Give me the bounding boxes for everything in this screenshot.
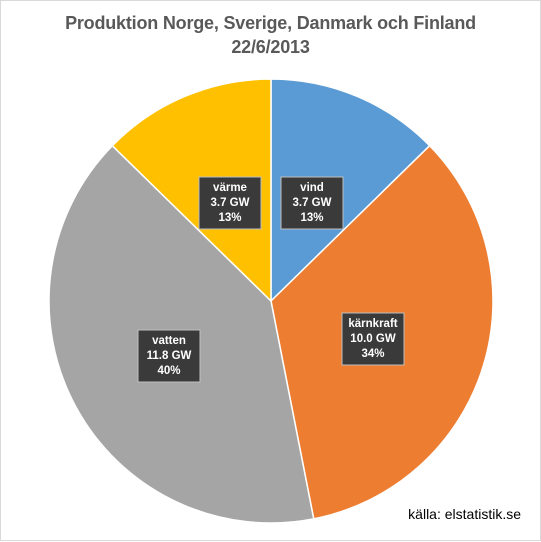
slice-value-label: 3.7 GW bbox=[211, 197, 250, 209]
data-label-box bbox=[341, 312, 405, 366]
pie-slice-vind bbox=[270, 78, 431, 303]
chart-title-line-1: Produktion Norge, Sverige, Danmark och F… bbox=[65, 13, 476, 33]
data-label-vatten: vatten 11.8 GW 40% bbox=[137, 329, 201, 383]
data-label-vind: vind 3.7 GW 13% bbox=[280, 176, 344, 230]
data-label-box bbox=[137, 329, 201, 383]
data-label-box bbox=[280, 176, 344, 230]
chart-title-line-2: 22/6/2013 bbox=[231, 37, 310, 57]
data-label-kärnkraft: kärnkraft 10.0 GW 34% bbox=[341, 312, 405, 366]
source-note: källa: elstatistik.se bbox=[408, 506, 521, 522]
data-label-värme: värme 3.7 GW 13% bbox=[198, 176, 262, 230]
data-labels: vind 3.7 GW 13% kärnkraft 10.0 GW 34% vatten 11… bbox=[137, 176, 405, 383]
slice-percent-label: 13% bbox=[300, 212, 323, 224]
slice-percent-label: 13% bbox=[218, 212, 241, 224]
slice-percent-label: 40% bbox=[157, 365, 180, 377]
chart-title: Produktion Norge, Sverige, Danmark och F… bbox=[1, 11, 540, 59]
slice-name-label: kärnkraft bbox=[348, 318, 397, 330]
slice-value-label: 3.7 GW bbox=[293, 197, 332, 209]
slice-name-label: värme bbox=[213, 182, 247, 194]
data-label-box bbox=[198, 176, 262, 230]
slice-value-label: 10.0 GW bbox=[350, 333, 396, 345]
slice-value-label: 11.8 GW bbox=[147, 350, 192, 362]
slice-percent-label: 34% bbox=[361, 348, 384, 360]
slice-name-label: vatten bbox=[152, 335, 186, 347]
pie-slices bbox=[48, 78, 494, 524]
pie-slice-värme bbox=[111, 78, 272, 303]
slice-name-label: vind bbox=[300, 182, 324, 194]
